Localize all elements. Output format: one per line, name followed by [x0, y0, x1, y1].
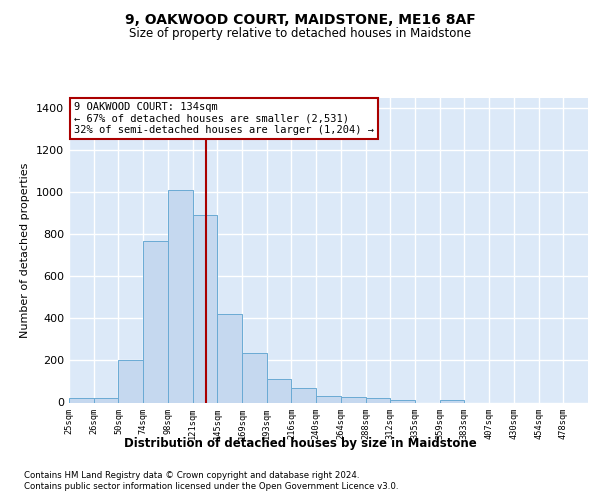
Text: Contains HM Land Registry data © Crown copyright and database right 2024.: Contains HM Land Registry data © Crown c…: [24, 471, 359, 480]
Bar: [69, 398, 94, 402]
Bar: [440, 400, 464, 402]
Text: 9 OAKWOOD COURT: 134sqm
← 67% of detached houses are smaller (2,531)
32% of semi: 9 OAKWOOD COURT: 134sqm ← 67% of detache…: [74, 102, 374, 136]
Bar: [267, 380, 292, 402]
Bar: [168, 190, 193, 402]
Bar: [292, 388, 316, 402]
Bar: [217, 314, 242, 402]
Bar: [316, 396, 341, 402]
Bar: [118, 360, 143, 403]
Text: 9, OAKWOOD COURT, MAIDSTONE, ME16 8AF: 9, OAKWOOD COURT, MAIDSTONE, ME16 8AF: [125, 12, 475, 26]
Bar: [341, 397, 365, 402]
Bar: [193, 216, 217, 402]
Text: Size of property relative to detached houses in Maidstone: Size of property relative to detached ho…: [129, 28, 471, 40]
Bar: [94, 398, 118, 402]
Bar: [242, 353, 267, 403]
Text: Contains public sector information licensed under the Open Government Licence v3: Contains public sector information licen…: [24, 482, 398, 491]
Bar: [143, 240, 168, 402]
Bar: [390, 400, 415, 402]
Bar: [365, 398, 390, 402]
Y-axis label: Number of detached properties: Number of detached properties: [20, 162, 31, 338]
Text: Distribution of detached houses by size in Maidstone: Distribution of detached houses by size …: [124, 438, 476, 450]
